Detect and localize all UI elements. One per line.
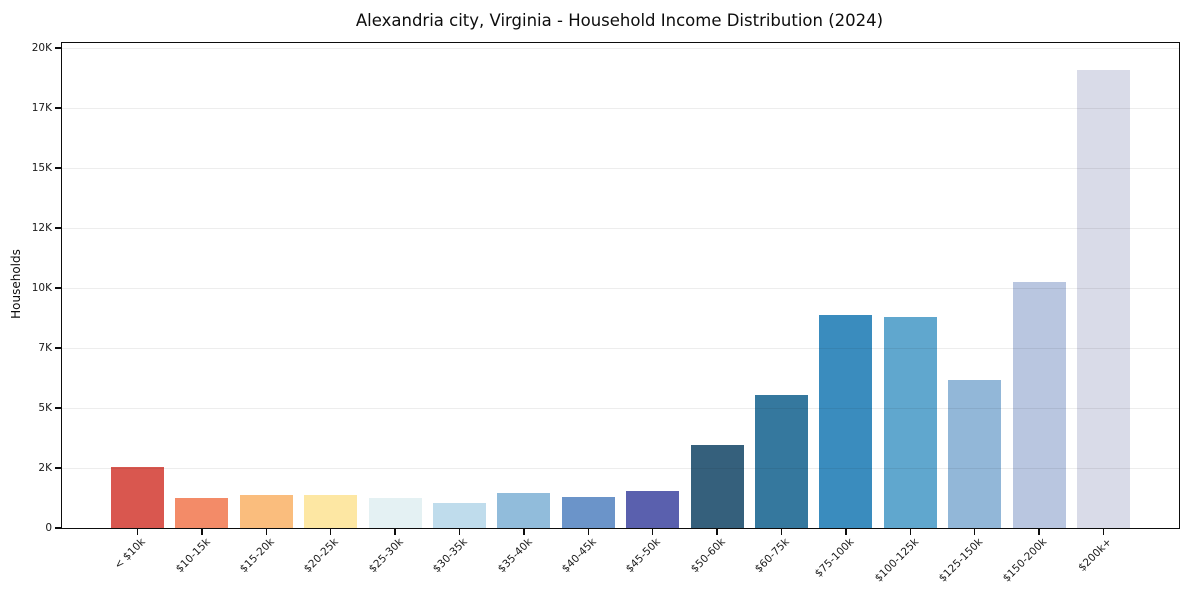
bar-0 [111, 467, 164, 528]
x-tick-mark [201, 529, 203, 535]
x-tick-label: $40-45k [559, 536, 599, 576]
y-tick-label: 5K [38, 402, 52, 414]
gridline [62, 227, 1179, 229]
x-tick-label: $75-100k [812, 536, 857, 580]
y-tick-mark [55, 347, 62, 349]
y-tick-label: 0 [45, 522, 52, 534]
gridline [62, 347, 1179, 349]
bar-2 [239, 495, 293, 528]
bar-15 [1077, 69, 1130, 528]
y-tick-label: 20K [31, 42, 52, 54]
plot-area: 0 2K 5K 7K 10K 12K 15K 17K 20K [32, 42, 1180, 535]
y-tick-mark [55, 227, 62, 229]
x-tick-label: < $10k [112, 536, 148, 572]
gridline [62, 407, 1179, 409]
bar-9 [690, 445, 744, 528]
bar-8 [626, 491, 680, 528]
gridline [62, 47, 1179, 49]
x-tick-mark [909, 529, 911, 535]
x-tick-mark [587, 529, 589, 535]
x-tick-mark [523, 529, 525, 535]
gridline [62, 287, 1179, 289]
gridline [62, 467, 1179, 469]
y-tick-mark [55, 407, 62, 409]
x-tick-mark [974, 529, 976, 535]
bar-6 [497, 493, 551, 528]
y-tick-mark [55, 287, 62, 289]
bar-4 [368, 497, 422, 528]
x-tick-label: $50-60k [688, 536, 728, 576]
chart-title: Alexandria city, Virginia - Household In… [355, 11, 884, 30]
x-tick-mark [458, 529, 461, 535]
y-tick-mark [55, 527, 62, 529]
gridline [62, 107, 1179, 109]
x-tick-label: $25-30k [366, 536, 406, 576]
x-tick-label: $35-40k [495, 536, 535, 576]
x-tick-mark [394, 529, 396, 535]
x-tick-mark [1102, 529, 1105, 535]
gridline [62, 167, 1179, 169]
x-axis-labels: < $10k $10-15k $15-20k $20-25k $25-30k $30-35… [61, 536, 1178, 590]
x-tick-label: $60-75k [752, 536, 792, 576]
bar-7 [561, 497, 615, 528]
x-tick-label: $150-200k [1001, 536, 1050, 585]
x-tick-label: $200k+ [1076, 536, 1114, 574]
x-tick-mark [136, 529, 139, 535]
x-tick-mark [1038, 529, 1040, 535]
bar-13 [948, 379, 1002, 528]
x-tick-label: $20-25k [302, 536, 342, 576]
y-tick-label: 7K [38, 342, 52, 354]
x-tick-mark [652, 529, 654, 535]
x-tick-label: $45-50k [624, 536, 664, 576]
x-tick-mark [265, 529, 267, 535]
y-tick-label: 17K [31, 102, 52, 114]
y-tick-mark [55, 107, 62, 109]
y-tick-label: 12K [31, 222, 52, 234]
bar-3 [304, 494, 358, 528]
bar-5 [433, 502, 486, 528]
y-tick-label: 2K [38, 462, 52, 474]
x-tick-mark [330, 529, 332, 535]
bar-12 [883, 317, 937, 528]
x-tick-label: $10-15k [173, 536, 213, 576]
x-tick-label: $100-125k [872, 536, 921, 585]
y-tick-label: 10K [31, 282, 52, 294]
x-tick-mark [845, 529, 847, 535]
bar-14 [1012, 282, 1066, 528]
bar-11 [819, 314, 873, 528]
x-tick-mark [780, 529, 783, 535]
x-tick-label: $125-150k [936, 536, 986, 585]
bar-10 [755, 395, 808, 528]
y-tick-mark [55, 167, 62, 169]
x-tick-label: $15-20k [237, 536, 277, 576]
x-tick-mark [716, 529, 718, 535]
y-tick-mark [55, 467, 62, 469]
y-tick-mark [55, 47, 62, 49]
x-tick-label: $30-35k [430, 536, 470, 576]
bar-1 [175, 497, 229, 528]
y-tick-label: 15K [31, 162, 52, 174]
